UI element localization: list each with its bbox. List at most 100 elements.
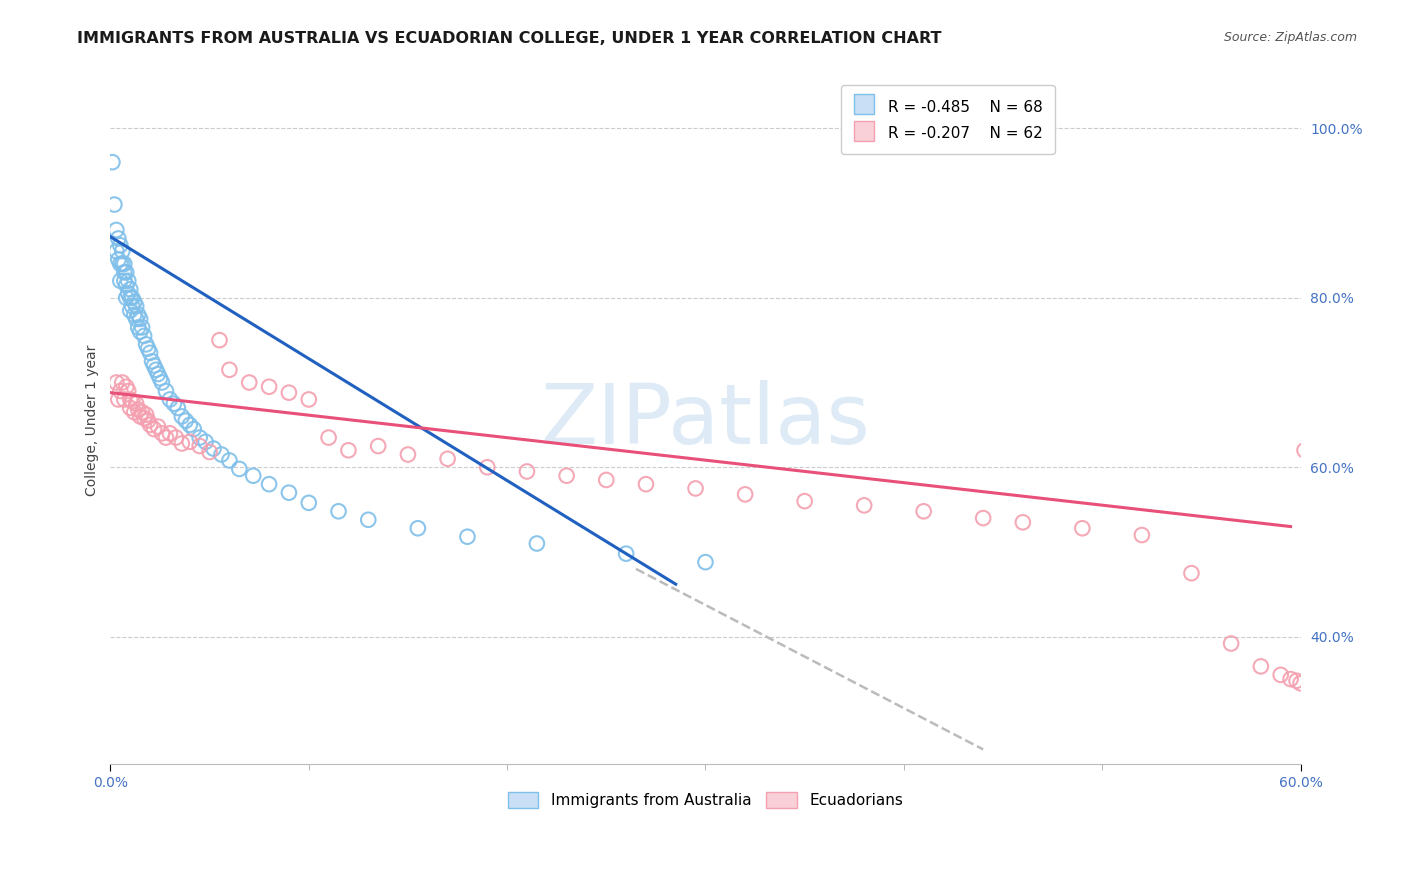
- Point: [1289, 676, 1312, 690]
- Point: [134, 411, 156, 425]
- Point: [188, 431, 211, 445]
- Point: [257, 380, 280, 394]
- Legend: Immigrants from Australia, Ecuadorians: Immigrants from Australia, Ecuadorians: [502, 787, 910, 814]
- Point: [1285, 673, 1308, 688]
- Point: [165, 431, 187, 445]
- Point: [107, 252, 129, 267]
- Point: [139, 346, 162, 360]
- Point: [112, 265, 135, 279]
- Point: [163, 397, 186, 411]
- Point: [105, 244, 128, 259]
- Point: [150, 376, 173, 390]
- Point: [277, 485, 299, 500]
- Point: [695, 555, 717, 569]
- Point: [170, 409, 193, 424]
- Point: [129, 409, 152, 424]
- Point: [685, 482, 707, 496]
- Point: [139, 417, 162, 432]
- Point: [134, 329, 156, 343]
- Point: [122, 295, 145, 310]
- Point: [1130, 528, 1153, 542]
- Y-axis label: College, Under 1 year: College, Under 1 year: [86, 345, 100, 496]
- Point: [141, 354, 163, 368]
- Point: [1180, 566, 1202, 581]
- Point: [129, 312, 152, 326]
- Point: [318, 431, 340, 445]
- Point: [120, 291, 142, 305]
- Point: [277, 385, 299, 400]
- Point: [477, 460, 499, 475]
- Point: [396, 448, 419, 462]
- Point: [328, 504, 350, 518]
- Text: IMMIGRANTS FROM AUSTRALIA VS ECUADORIAN COLLEGE, UNDER 1 YEAR CORRELATION CHART: IMMIGRANTS FROM AUSTRALIA VS ECUADORIAN …: [77, 31, 942, 46]
- Point: [357, 513, 380, 527]
- Point: [111, 244, 134, 259]
- Point: [634, 477, 657, 491]
- Point: [120, 401, 142, 415]
- Point: [1071, 521, 1094, 535]
- Point: [120, 303, 142, 318]
- Point: [115, 265, 138, 279]
- Point: [242, 468, 264, 483]
- Point: [218, 363, 240, 377]
- Point: [170, 436, 193, 450]
- Point: [129, 325, 152, 339]
- Point: [1011, 516, 1033, 530]
- Point: [155, 431, 177, 445]
- Point: [149, 371, 172, 385]
- Point: [1250, 659, 1272, 673]
- Point: [159, 392, 181, 407]
- Point: [110, 274, 132, 288]
- Point: [135, 337, 157, 351]
- Point: [298, 496, 321, 510]
- Point: [131, 320, 153, 334]
- Point: [110, 238, 132, 252]
- Point: [111, 376, 134, 390]
- Point: [112, 274, 135, 288]
- Point: [136, 414, 159, 428]
- Point: [155, 384, 177, 398]
- Point: [1294, 443, 1316, 458]
- Point: [146, 419, 169, 434]
- Point: [122, 308, 145, 322]
- Point: [188, 439, 211, 453]
- Point: [125, 397, 148, 411]
- Point: [166, 401, 188, 415]
- Point: [107, 392, 129, 407]
- Point: [112, 392, 135, 407]
- Point: [131, 405, 153, 419]
- Point: [853, 499, 876, 513]
- Point: [111, 257, 134, 271]
- Point: [406, 521, 429, 535]
- Point: [145, 363, 167, 377]
- Point: [115, 291, 138, 305]
- Point: [115, 380, 138, 394]
- Point: [526, 536, 548, 550]
- Point: [228, 462, 250, 476]
- Point: [614, 547, 637, 561]
- Point: [595, 473, 617, 487]
- Point: [436, 451, 458, 466]
- Point: [194, 434, 217, 449]
- Point: [183, 422, 205, 436]
- Point: [734, 487, 756, 501]
- Point: [120, 282, 142, 296]
- Point: [117, 286, 139, 301]
- Point: [793, 494, 815, 508]
- Point: [218, 453, 240, 467]
- Point: [115, 278, 138, 293]
- Point: [117, 274, 139, 288]
- Point: [117, 384, 139, 398]
- Point: [456, 530, 478, 544]
- Point: [110, 384, 132, 398]
- Point: [912, 504, 935, 518]
- Point: [103, 197, 125, 211]
- Point: [257, 477, 280, 491]
- Point: [516, 465, 538, 479]
- Point: [179, 434, 201, 449]
- Point: [367, 439, 389, 453]
- Point: [337, 443, 360, 458]
- Point: [208, 333, 231, 347]
- Point: [121, 394, 143, 409]
- Point: [112, 257, 135, 271]
